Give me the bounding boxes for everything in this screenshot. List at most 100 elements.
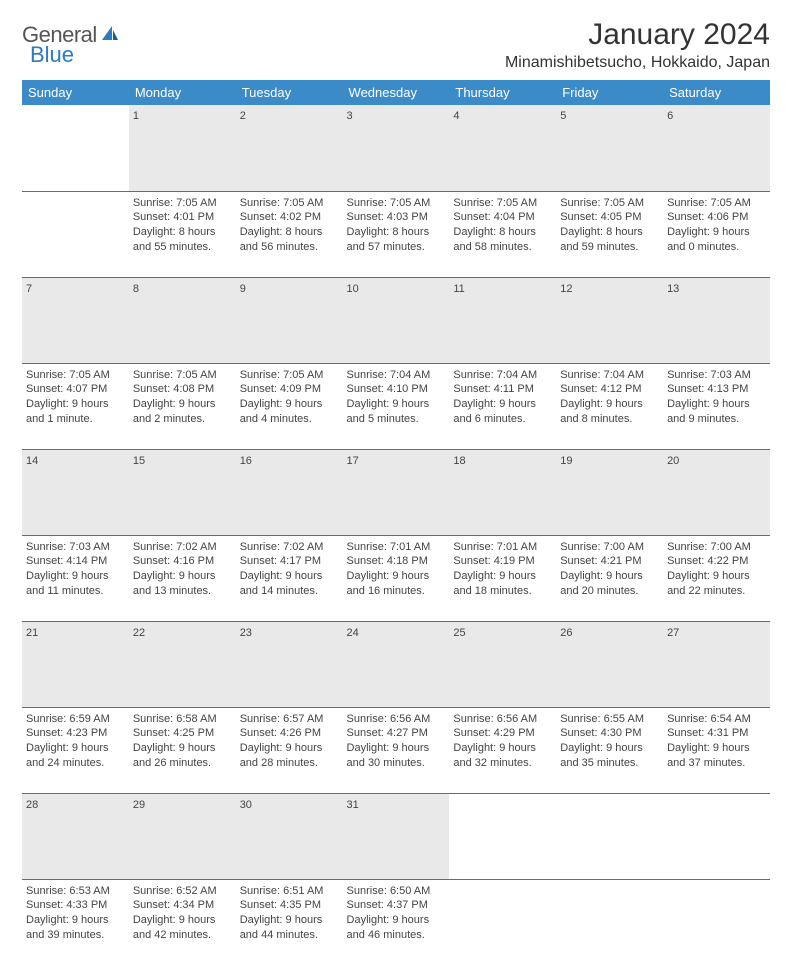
day-cell [22,191,129,277]
sunrise-line: Sunrise: 7:05 AM [667,196,766,211]
daylight-line: Daylight: 8 hours [133,225,232,240]
sunset-line: Sunset: 4:23 PM [26,726,125,741]
sunrise-line: Sunrise: 7:00 AM [667,540,766,555]
day-number: 26 [560,627,572,639]
daylight-line: Daylight: 9 hours [133,569,232,584]
day-number: 17 [347,455,359,467]
sunset-line: Sunset: 4:12 PM [560,382,659,397]
day-cell: Sunrise: 6:52 AMSunset: 4:34 PMDaylight:… [129,879,236,965]
sunrise-line: Sunrise: 6:59 AM [26,712,125,727]
sunset-line: Sunset: 4:06 PM [667,210,766,225]
daylight-line: Daylight: 9 hours [667,225,766,240]
daylight-line: and 35 minutes. [560,756,659,771]
day-number: 30 [240,799,252,811]
daylight-line: Daylight: 9 hours [347,569,446,584]
daylight-line: Daylight: 8 hours [347,225,446,240]
sunrise-line: Sunrise: 7:05 AM [26,368,125,383]
daylight-line: and 30 minutes. [347,756,446,771]
day-number-cell: 1 [129,105,236,191]
week-content-row: Sunrise: 6:53 AMSunset: 4:33 PMDaylight:… [22,879,770,965]
day-number-cell: 13 [663,277,770,363]
sunset-line: Sunset: 4:19 PM [453,554,552,569]
day-number: 5 [560,110,566,122]
daylight-line: and 58 minutes. [453,240,552,255]
sunset-line: Sunset: 4:04 PM [453,210,552,225]
daylight-line: Daylight: 9 hours [133,397,232,412]
daylight-line: Daylight: 8 hours [560,225,659,240]
daylight-line: Daylight: 9 hours [240,913,339,928]
day-number: 11 [453,283,464,295]
daylight-line: and 13 minutes. [133,584,232,599]
day-number: 27 [667,627,679,639]
day-number-cell: 16 [236,449,343,535]
day-number: 4 [453,110,459,122]
sunrise-line: Sunrise: 7:04 AM [347,368,446,383]
day-number-cell: 29 [129,793,236,879]
daylight-line: and 28 minutes. [240,756,339,771]
day-number-cell: 27 [663,621,770,707]
sunset-line: Sunset: 4:02 PM [240,210,339,225]
sunset-line: Sunset: 4:35 PM [240,898,339,913]
day-number-cell [663,793,770,879]
daynum-row: 78910111213 [22,277,770,363]
sunset-line: Sunset: 4:17 PM [240,554,339,569]
day-cell: Sunrise: 7:02 AMSunset: 4:16 PMDaylight:… [129,535,236,621]
daylight-line: Daylight: 9 hours [667,741,766,756]
weekday-header: Monday [129,80,236,105]
daylight-line: Daylight: 9 hours [560,569,659,584]
daylight-line: Daylight: 9 hours [667,569,766,584]
daylight-line: and 39 minutes. [26,928,125,943]
sunset-line: Sunset: 4:14 PM [26,554,125,569]
daylight-line: and 20 minutes. [560,584,659,599]
weekday-header: Thursday [449,80,556,105]
daylight-line: Daylight: 9 hours [133,741,232,756]
day-cell: Sunrise: 6:51 AMSunset: 4:35 PMDaylight:… [236,879,343,965]
day-cell: Sunrise: 7:05 AMSunset: 4:05 PMDaylight:… [556,191,663,277]
day-number: 22 [133,627,145,639]
day-cell: Sunrise: 7:01 AMSunset: 4:18 PMDaylight:… [343,535,450,621]
sunrise-line: Sunrise: 7:05 AM [133,368,232,383]
day-cell: Sunrise: 6:56 AMSunset: 4:29 PMDaylight:… [449,707,556,793]
sunset-line: Sunset: 4:31 PM [667,726,766,741]
sunrise-line: Sunrise: 6:52 AM [133,884,232,899]
day-number: 9 [240,283,246,295]
day-cell: Sunrise: 6:55 AMSunset: 4:30 PMDaylight:… [556,707,663,793]
sunrise-line: Sunrise: 6:56 AM [453,712,552,727]
day-number: 31 [347,799,359,811]
day-number: 12 [560,283,572,295]
sunrise-line: Sunrise: 6:51 AM [240,884,339,899]
sunrise-line: Sunrise: 6:54 AM [667,712,766,727]
daylight-line: Daylight: 9 hours [133,913,232,928]
month-title: January 2024 [505,18,770,52]
daylight-line: and 22 minutes. [667,584,766,599]
sunrise-line: Sunrise: 7:05 AM [347,196,446,211]
daylight-line: and 0 minutes. [667,240,766,255]
calendar-table: Sunday Monday Tuesday Wednesday Thursday… [22,80,770,965]
day-number-cell: 4 [449,105,556,191]
sunrise-line: Sunrise: 7:04 AM [453,368,552,383]
daylight-line: Daylight: 9 hours [26,397,125,412]
day-cell: Sunrise: 7:05 AMSunset: 4:03 PMDaylight:… [343,191,450,277]
sunrise-line: Sunrise: 7:02 AM [133,540,232,555]
day-number: 6 [667,110,673,122]
daylight-line: and 9 minutes. [667,412,766,427]
sunset-line: Sunset: 4:29 PM [453,726,552,741]
daynum-row: 123456 [22,105,770,191]
day-number: 15 [133,455,145,467]
day-number: 28 [26,799,38,811]
day-number-cell: 20 [663,449,770,535]
day-number-cell: 12 [556,277,663,363]
day-cell: Sunrise: 7:05 AMSunset: 4:04 PMDaylight:… [449,191,556,277]
day-number-cell [449,793,556,879]
weekday-header: Sunday [22,80,129,105]
day-number: 2 [240,110,246,122]
title-block: January 2024 Minamishibetsucho, Hokkaido… [505,18,770,72]
day-cell: Sunrise: 6:58 AMSunset: 4:25 PMDaylight:… [129,707,236,793]
daylight-line: and 2 minutes. [133,412,232,427]
sunset-line: Sunset: 4:18 PM [347,554,446,569]
daynum-row: 28 29 30 31 [22,793,770,879]
daylight-line: and 14 minutes. [240,584,339,599]
day-number-cell: 10 [343,277,450,363]
daylight-line: and 16 minutes. [347,584,446,599]
day-cell: Sunrise: 7:04 AMSunset: 4:11 PMDaylight:… [449,363,556,449]
